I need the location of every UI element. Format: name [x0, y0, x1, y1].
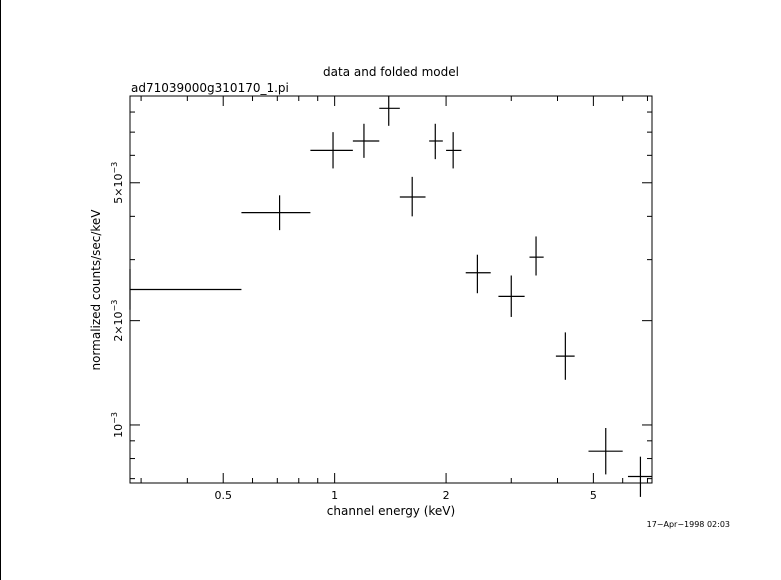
- data-point: [429, 123, 443, 160]
- axis-ticks: [130, 96, 652, 483]
- y-tick-labels: 10−3 2×10−3 5×10−3: [110, 162, 125, 438]
- data-point: [627, 456, 652, 497]
- chart-subtitle: ad71039000g310170_1.pi: [131, 81, 289, 95]
- timestamp: 17−Apr−1998 02:03: [647, 520, 730, 529]
- data-point: [241, 195, 311, 231]
- y-tick-label: 5×10−3: [110, 162, 125, 204]
- data-point: [555, 332, 575, 380]
- data-point: [529, 236, 544, 276]
- data-point: [129, 268, 242, 310]
- data-point: [588, 428, 623, 475]
- x-tick-label: 5: [590, 489, 597, 502]
- chart-title: data and folded model: [323, 65, 459, 79]
- data-point: [379, 96, 400, 126]
- data-point: [399, 176, 426, 217]
- y-axis-label: normalized counts/sec/keV: [89, 209, 103, 371]
- data-points: [129, 96, 652, 497]
- data-point: [465, 254, 491, 294]
- x-tick-labels: 0.5 1 2 5: [214, 489, 596, 502]
- data-point: [446, 132, 462, 169]
- x-tick-label: 1: [331, 489, 338, 502]
- x-tick-label: 2: [443, 489, 450, 502]
- data-point: [310, 132, 353, 169]
- data-point: [352, 123, 380, 158]
- y-tick-label: 10−3: [110, 412, 125, 438]
- x-axis-label: channel energy (keV): [327, 504, 455, 518]
- data-point: [498, 275, 525, 317]
- y-tick-label: 2×10−3: [110, 300, 125, 342]
- x-tick-label: 0.5: [214, 489, 232, 502]
